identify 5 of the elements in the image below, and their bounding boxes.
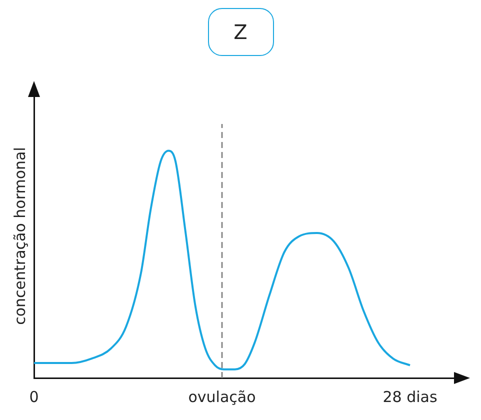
chart-title: Z [208, 8, 274, 56]
x-tick-label: 28 dias [382, 388, 438, 406]
y-axis-title: concentração hormonal [10, 147, 29, 325]
x-tick-label: 0 [29, 388, 39, 406]
x-tick-label: ovulação [188, 388, 256, 406]
